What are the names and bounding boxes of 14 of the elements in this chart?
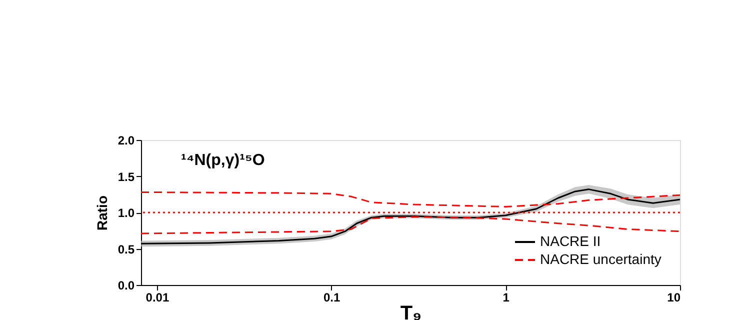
y-tick-label: 0.5: [118, 242, 135, 256]
x-tick-label: 0.1: [323, 290, 340, 304]
y-tick-label: 1.0: [118, 206, 135, 220]
legend-label: NACRE uncertainty: [540, 251, 662, 267]
y-tick-label: 2.0: [118, 134, 135, 148]
y-axis-title: Ratio: [94, 196, 110, 230]
legend-label: NACRE II: [540, 233, 601, 249]
x-tick-label: 0.01: [146, 290, 170, 304]
y-tick-label: 1.5: [118, 170, 135, 184]
x-tick-label: 1: [502, 290, 510, 304]
x-tick-label: 10: [667, 290, 681, 304]
y-tick-label: 0.0: [118, 278, 135, 292]
annotation: ¹⁴N(p,γ)¹⁵O: [181, 152, 265, 169]
x-axis-title: T₉: [400, 302, 422, 320]
